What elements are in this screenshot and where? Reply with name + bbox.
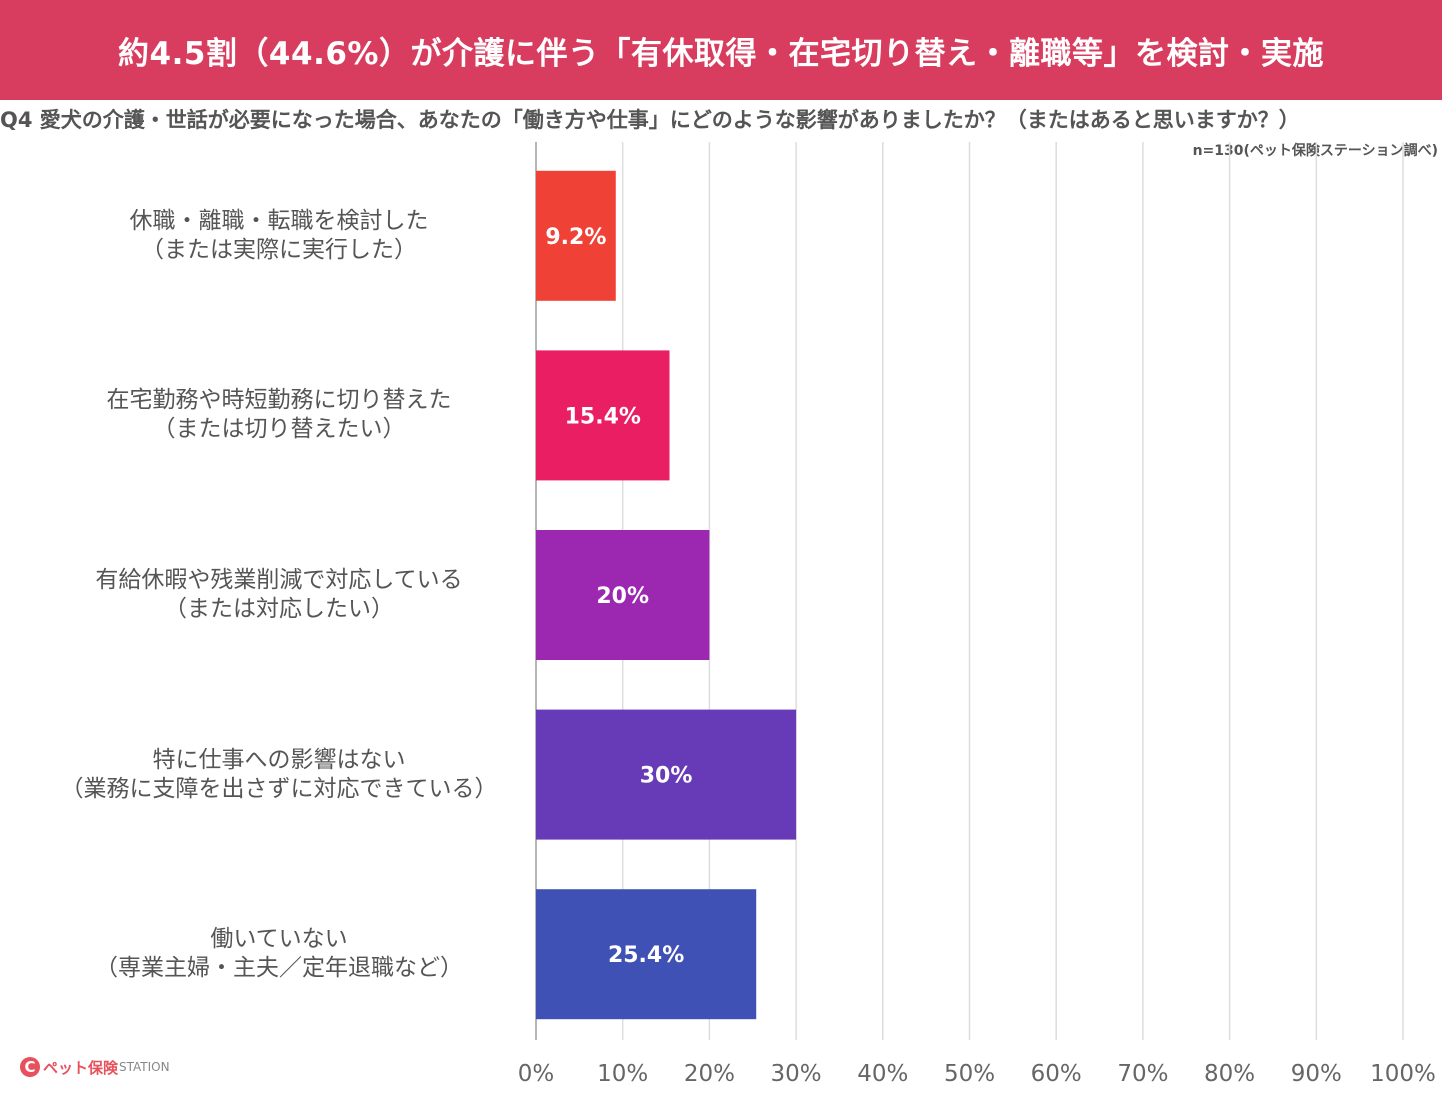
category-label-line: （または実際に実行した）: [141, 236, 417, 263]
x-tick-label: 10%: [597, 1061, 648, 1087]
category-label-line: 在宅勤務や時短勤務に切り替えた: [106, 387, 452, 414]
sample-size-note: n=130(ペット保険ステーション調べ): [1192, 143, 1438, 159]
x-tick-label: 0%: [518, 1061, 555, 1087]
category-label: 休職・離職・転職を検討した （または実際に実行した）: [40, 207, 518, 265]
bar-value-label: 25.4%: [608, 943, 684, 968]
bar-value-label: 9.2%: [545, 225, 606, 250]
x-tick-label: 30%: [771, 1061, 822, 1087]
category-label-line: 働いていない: [210, 926, 348, 953]
bar-value-label: 30%: [640, 764, 693, 789]
logo-name-jp: ペット保険: [43, 1058, 119, 1077]
bar: [536, 170, 616, 301]
category-label: 有給休暇や残業削減で対応している （または対応したい）: [40, 566, 518, 624]
chart-question: Q4 愛犬の介護・世話が必要になった場合、あなたの「働き方や仕事」にどのような影…: [0, 108, 1300, 132]
bar: [536, 709, 797, 840]
title-banner: 約4.5割（44.6%）が介護に伴う「有休取得・在宅切り替え・離職等」を検討・実…: [0, 0, 1442, 100]
x-tick-label: 60%: [1031, 1061, 1082, 1087]
logo-name-en: STATION: [119, 1060, 170, 1074]
category-label-line: 休職・離職・転職を検討した: [129, 207, 429, 234]
bar-value-label: 15.4%: [565, 404, 641, 429]
bar: [536, 889, 757, 1020]
x-tick-label: 40%: [857, 1061, 908, 1087]
category-label: 在宅勤務や時短勤務に切り替えた （または切り替えたい）: [40, 386, 518, 444]
logo-mark-icon: C: [20, 1057, 40, 1077]
category-label-line: 特に仕事への影響はない: [152, 746, 406, 773]
bar: [536, 530, 710, 660]
bar-value-label: 20%: [596, 584, 649, 609]
category-label: 特に仕事への影響はない （業務に支障を出さずに対応できている）: [40, 746, 518, 804]
category-label-line: （または対応したい）: [164, 596, 394, 622]
bar: [536, 350, 670, 481]
x-tick-label: 70%: [1117, 1061, 1168, 1087]
x-tick-label: 90%: [1291, 1061, 1342, 1087]
category-label-line: 有給休暇や残業削減で対応している: [95, 567, 463, 593]
x-tick-label: 50%: [944, 1061, 995, 1087]
x-tick-label: 20%: [684, 1061, 735, 1087]
chart-title: 約4.5割（44.6%）が介護に伴う「有休取得・在宅切り替え・離職等」を検討・実…: [118, 35, 1324, 72]
category-label-line: （専業主婦・主夫／定年退職など）: [95, 955, 463, 982]
x-axis-ticks: 0% 10% 20% 30% 40% 50% 60% 70% 80% 90% 100%: [518, 1061, 1436, 1087]
category-label-line: （または切り替えたい）: [152, 416, 406, 443]
brand-logo: C ペット保険 STATION: [20, 1054, 170, 1080]
category-label: 働いていない （専業主婦・主夫／定年退職など）: [40, 925, 518, 983]
bars: 9.2% 15.4% 20% 30% 25.4%: [536, 170, 797, 1020]
x-tick-label: 100%: [1370, 1061, 1436, 1087]
x-tick-label: 80%: [1204, 1061, 1255, 1087]
category-label-line: （業務に支障を出さずに対応できている）: [60, 775, 498, 802]
